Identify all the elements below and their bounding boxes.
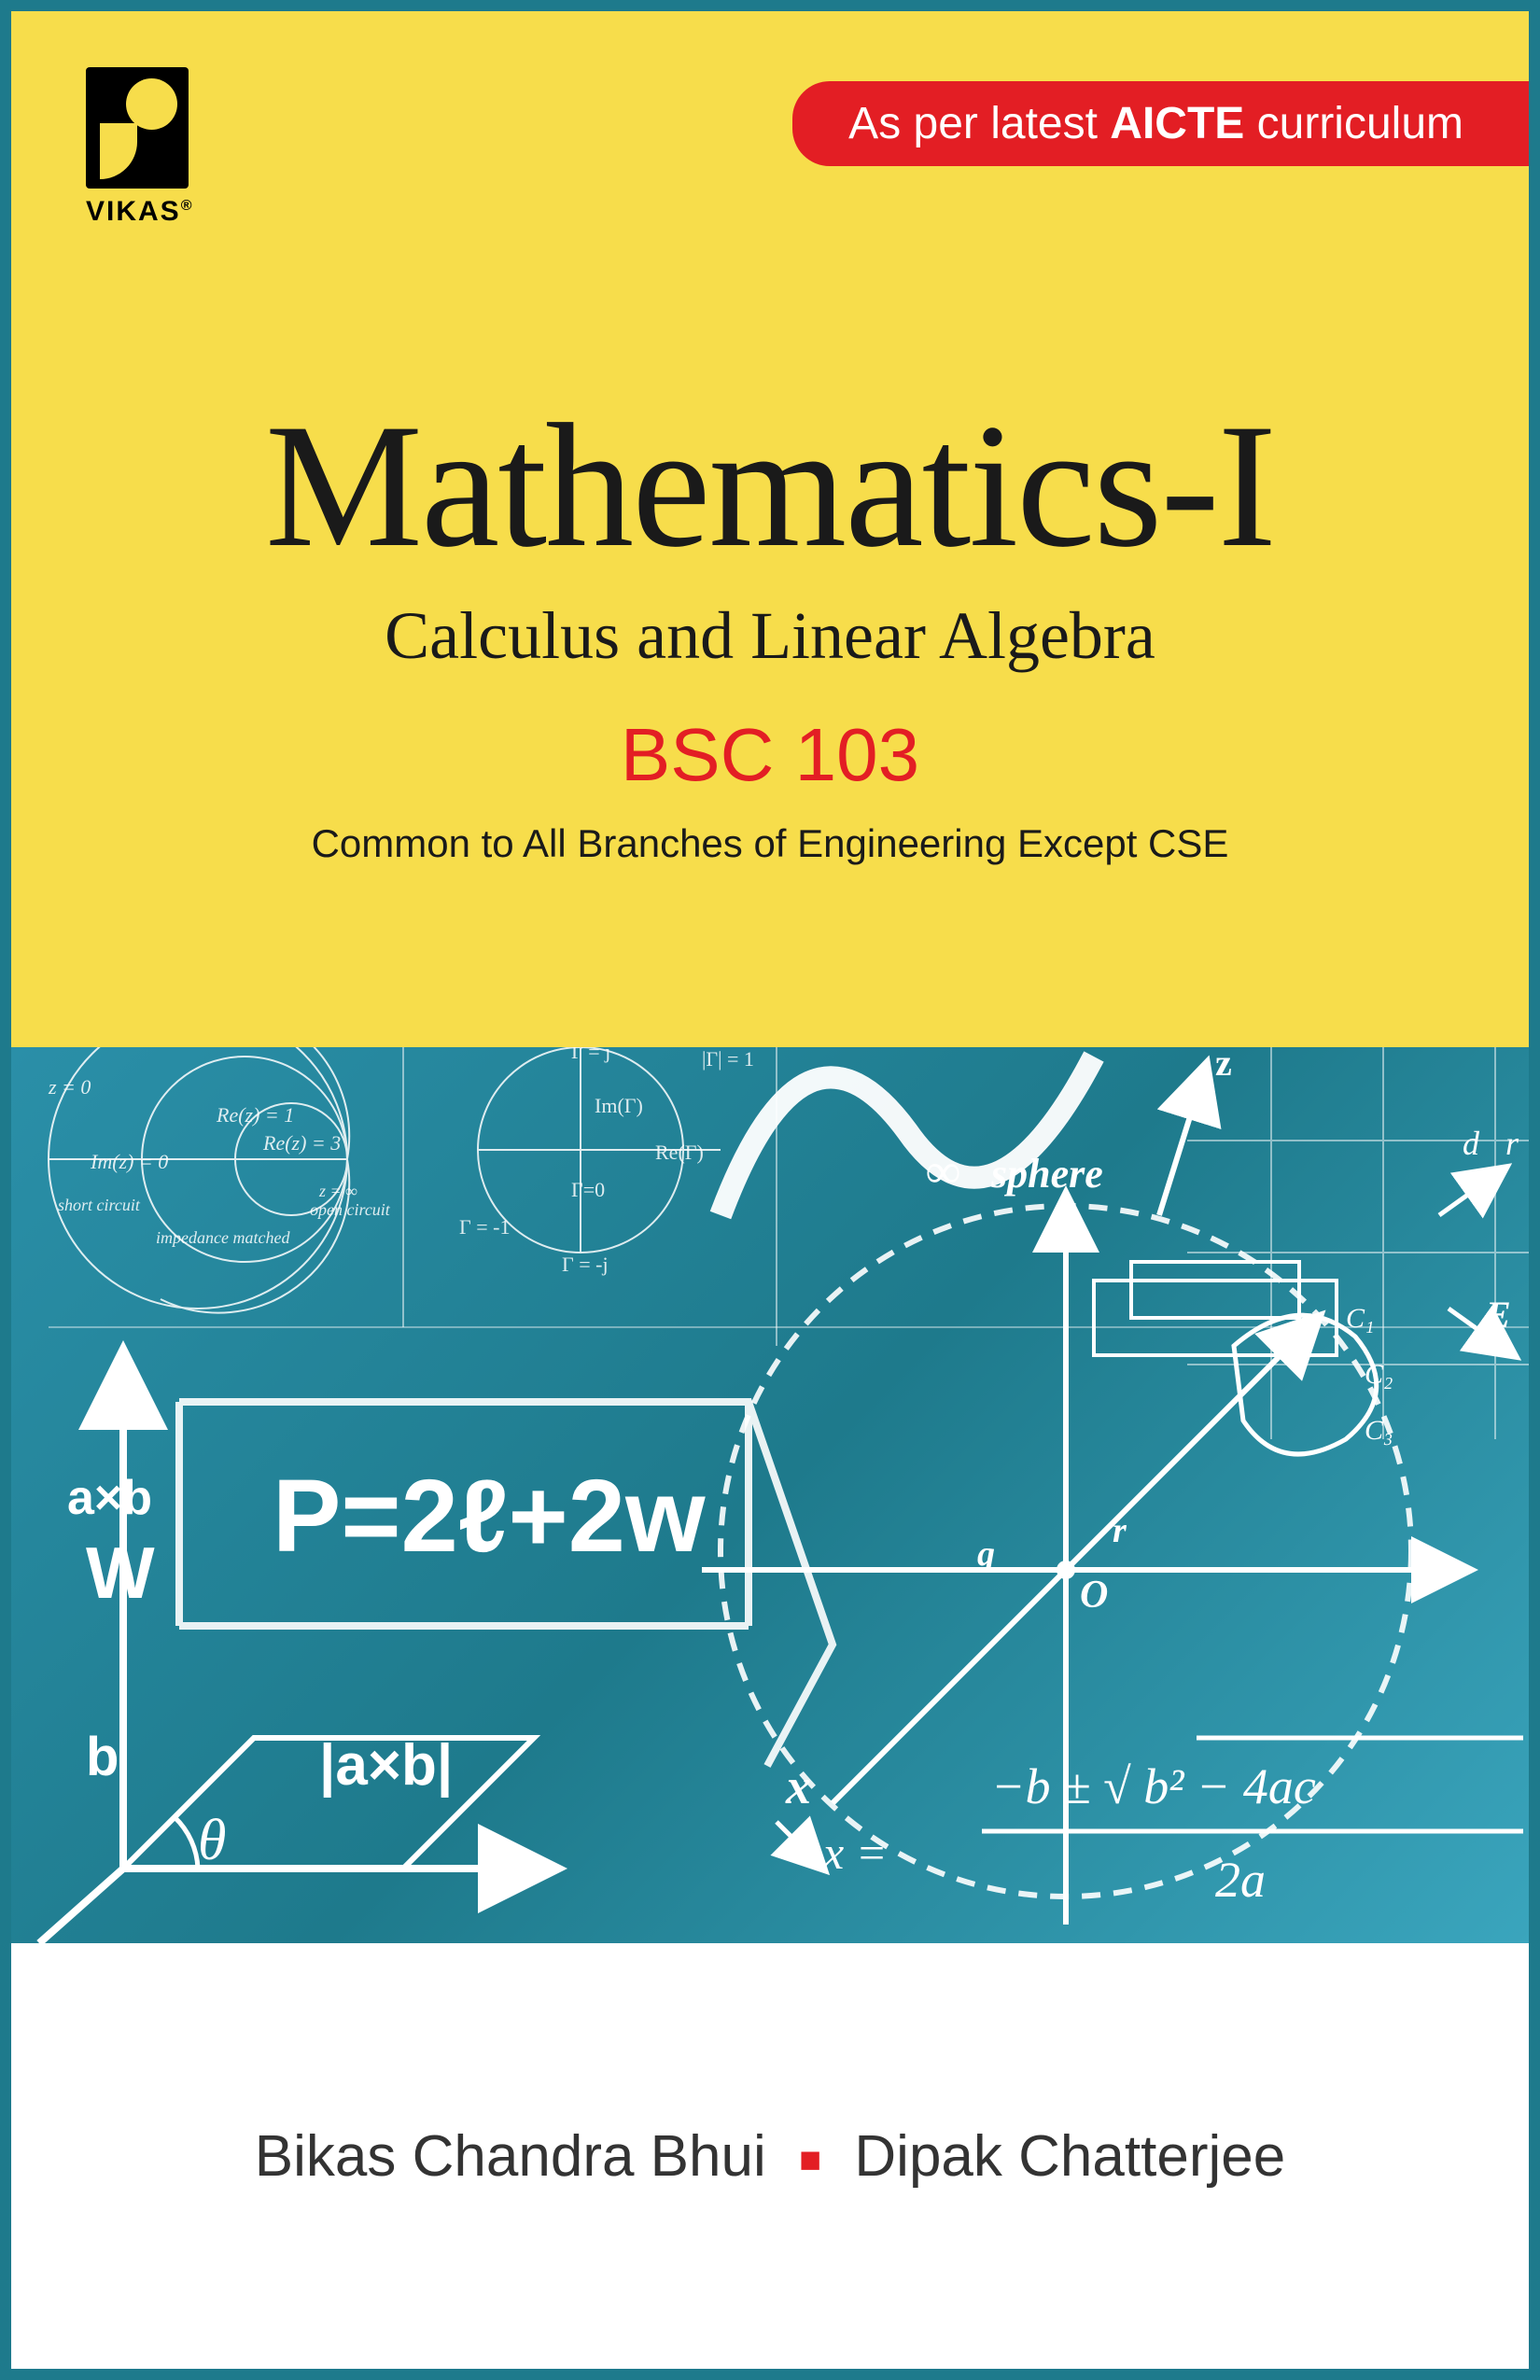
- svg-text:z: z: [1215, 1047, 1232, 1084]
- svg-text:E⃗: E⃗: [1485, 1294, 1529, 1336]
- quadratic-numerator: −b ± √ b² − 4ac: [991, 1758, 1316, 1814]
- curriculum-badge: As per latest AICTE curriculum: [792, 81, 1529, 166]
- formula-axb: a×b: [67, 1471, 152, 1525]
- author-separator-icon: ■: [799, 2139, 821, 2180]
- smith-im0: Im(z) = 0: [90, 1150, 168, 1173]
- svg-text:Re(Γ): Re(Γ): [655, 1141, 704, 1164]
- svg-text:Γ = -1: Γ = -1: [459, 1215, 510, 1239]
- publisher-name: VIKAS®: [86, 196, 193, 228]
- svg-text:Γ=0: Γ=0: [571, 1178, 605, 1201]
- svg-text:Γ = j: Γ = j: [571, 1047, 610, 1063]
- svg-text:|Γ| = 1: |Γ| = 1: [702, 1047, 754, 1071]
- authors-line: Bikas Chandra Bhui ■ Dipak Chatterjee: [255, 2123, 1285, 2190]
- formula-perimeter: P=2ℓ+2w: [273, 1459, 706, 1574]
- svg-text:b: b: [86, 1727, 119, 1787]
- book-subtitle: Calculus and Linear Algebra: [86, 597, 1454, 675]
- svg-text:open circuit: open circuit: [310, 1200, 391, 1219]
- svg-text:q: q: [977, 1534, 995, 1574]
- svg-text:O: O: [1080, 1574, 1108, 1617]
- authors-section: Bikas Chandra Bhui ■ Dipak Chatterjee: [11, 1943, 1529, 2369]
- book-title: Mathematics-I: [86, 385, 1454, 588]
- svg-text:Re(z) = 3: Re(z) = 3: [262, 1131, 341, 1155]
- svg-text:W: W: [86, 1532, 155, 1614]
- svg-text:C₁: C₁: [1346, 1303, 1374, 1334]
- author-1: Bikas Chandra Bhui: [255, 2124, 766, 2189]
- math-illustration-section: z = 0 Im(z) = 0 Re(z) = 1 Re(z) = 3 shor…: [11, 1047, 1529, 1943]
- svg-text:∞: ∞: [926, 1145, 960, 1198]
- course-code: BSC 103: [86, 712, 1454, 798]
- publisher-logo-area: VIKAS®: [86, 67, 193, 228]
- svg-text:sphere: sphere: [990, 1151, 1103, 1197]
- svg-text:z = ∞: z = ∞: [318, 1182, 357, 1200]
- svg-text:impedance matched: impedance matched: [156, 1228, 290, 1247]
- vikas-logo-icon: [86, 67, 189, 189]
- tagline: Common to All Branches of Engineering Ex…: [86, 821, 1454, 866]
- svg-text:r⃗: r⃗: [1113, 1511, 1154, 1550]
- svg-text:C₂: C₂: [1365, 1359, 1393, 1390]
- svg-text:x =: x =: [822, 1827, 887, 1879]
- svg-text:Γ = -j: Γ = -j: [562, 1253, 609, 1276]
- svg-text:z = 0: z = 0: [48, 1075, 91, 1099]
- svg-text:d⃗r: d⃗r: [1463, 1125, 1519, 1162]
- title-block: Mathematics-I Calculus and Linear Algebr…: [86, 385, 1454, 866]
- svg-text:Re(z) = 1: Re(z) = 1: [216, 1103, 294, 1127]
- author-2: Dipak Chatterjee: [854, 2124, 1285, 2189]
- formula-cross-mag: |a×b|: [319, 1733, 453, 1799]
- quadratic-denominator: 2a: [1215, 1852, 1266, 1908]
- book-cover: VIKAS® As per latest AICTE curriculum Ma…: [0, 0, 1540, 2380]
- top-yellow-section: VIKAS® As per latest AICTE curriculum Ma…: [11, 11, 1529, 1047]
- svg-text:Im(Γ): Im(Γ): [595, 1094, 643, 1117]
- math-diagram-svg: z = 0 Im(z) = 0 Re(z) = 1 Re(z) = 3 shor…: [11, 1047, 1529, 1943]
- svg-text:C₃: C₃: [1365, 1415, 1393, 1446]
- svg-text:θ: θ: [198, 1809, 226, 1872]
- svg-text:short circuit: short circuit: [58, 1196, 141, 1214]
- svg-text:x: x: [785, 1758, 811, 1814]
